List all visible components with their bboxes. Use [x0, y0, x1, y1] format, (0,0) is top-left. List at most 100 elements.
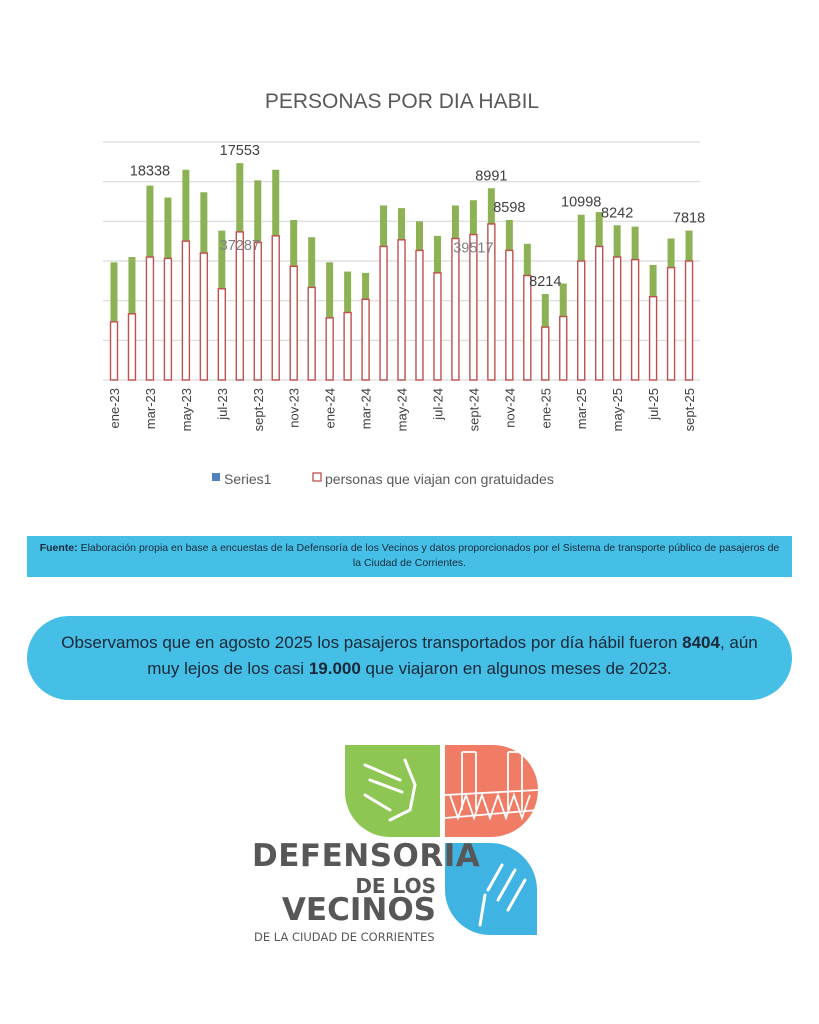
- bar-gratuidades-nov-23: [289, 265, 298, 381]
- bar-gratuidades-jul-24: [433, 272, 442, 381]
- bar-series1-nov-24: [505, 220, 513, 251]
- blue-hand-leaf-icon: [445, 843, 537, 935]
- data-label: 8991: [475, 168, 507, 184]
- callout-value-2023: 19.000: [308, 659, 361, 678]
- bar-gratuidades-sept-25: [684, 260, 694, 381]
- bar-series1-oct-24: [487, 188, 495, 224]
- bar-gratuidades-dic-24: [523, 274, 532, 381]
- bar-series1-ago-24: [451, 205, 459, 239]
- bar-gratuidades-abr-24: [379, 245, 388, 381]
- highlight-callout: Observamos que en agosto 2025 los pasaje…: [27, 616, 792, 700]
- bar-chart: PERSONAS POR DIA HABIL ene-23 mar-23 may-2…: [103, 90, 705, 487]
- legend-swatch-series1: [212, 473, 220, 481]
- bar-gratuidades-feb-24: [343, 311, 352, 381]
- bar-gratuidades-feb-23: [127, 313, 137, 381]
- bar-gratuidades-jul-25: [648, 296, 658, 381]
- bar-gratuidades-ene-24: [325, 317, 334, 381]
- bar-series1-mar-25: [577, 214, 585, 261]
- x-tick-label: jul-25: [646, 388, 661, 421]
- callout-value-aug-2025: 8404: [682, 633, 720, 652]
- x-tick-label: ene-25: [538, 388, 553, 428]
- data-label: 39517: [453, 241, 493, 257]
- bar-gratuidades-ene-25: [541, 326, 550, 381]
- x-tick-label: may-25: [610, 388, 625, 431]
- bridge-leaf-icon: [445, 745, 538, 837]
- bar-series1-feb-25: [559, 283, 567, 317]
- bar-series1-feb-24: [344, 271, 352, 313]
- bar-gratuidades-ene-23: [109, 321, 119, 381]
- bar-series1-may-25: [613, 225, 621, 258]
- bar-series1-may-24: [398, 208, 406, 240]
- bar-series1-sept-23: [254, 180, 262, 243]
- x-tick-label: mar-25: [574, 388, 589, 429]
- source-label: Fuente:: [39, 542, 78, 554]
- bar-series1-nov-23: [290, 220, 298, 267]
- bar-gratuidades-sept-23: [253, 241, 262, 381]
- legend-label-gratuidades: personas que viajan con gratuidades: [325, 471, 554, 487]
- callout-text: Observamos que en agosto 2025 los pasaje…: [61, 633, 683, 652]
- data-label: 8598: [493, 200, 525, 216]
- bar-gratuidades-mar-25: [577, 260, 586, 381]
- bar-gratuidades-mar-24: [361, 298, 370, 381]
- logo-tagline: DE LA CIUDAD DE CORRIENTES: [254, 930, 435, 944]
- bar-series1-abr-23: [164, 197, 172, 259]
- bar-gratuidades-jun-24: [415, 249, 424, 381]
- bar-series1-jul-24: [433, 235, 441, 273]
- defensoria-logo: DEFENSORIA DE LOS VECINOS DE LA CIUDAD D…: [240, 740, 560, 950]
- x-tick-label: may-24: [395, 388, 410, 431]
- bar-gratuidades-ago-25: [666, 266, 676, 381]
- bar-series1-may-23: [182, 169, 190, 242]
- logo-emblem: [345, 745, 539, 935]
- legend-swatch-gratuidades: [312, 472, 322, 482]
- bar-series1-ene-24: [326, 262, 334, 318]
- bar-gratuidades-ago-24: [451, 237, 460, 381]
- bar-gratuidades-jun-23: [199, 252, 209, 381]
- legend: Series1 personas que viajan con gratuida…: [212, 471, 554, 487]
- callout-text: , aún muy lejos de los casi: [147, 633, 758, 678]
- data-label: 10998: [561, 195, 601, 211]
- bar-gratuidades-oct-23: [271, 235, 280, 381]
- callout-text: que viajaron en algunos meses de 2023.: [360, 659, 672, 678]
- legend-label-series1: Series1: [224, 471, 272, 487]
- bar-series1-ago-25: [667, 238, 675, 268]
- bar-series1-abr-25: [595, 212, 603, 247]
- bar-series1-sept-24: [469, 200, 477, 235]
- x-tick-label: nov-24: [502, 388, 517, 428]
- data-label: 18338: [130, 164, 170, 180]
- data-label: 37287: [220, 238, 260, 254]
- bar-series1-mar-23: [146, 185, 154, 258]
- source-note: Fuente: Elaboración propia en base a enc…: [27, 536, 792, 577]
- source-text: Elaboración propia en base a encuestas d…: [77, 542, 780, 569]
- bar-gratuidades-may-24: [397, 239, 406, 381]
- x-tick-label: mar-24: [359, 388, 374, 429]
- bar-series1-ago-23: [236, 163, 244, 232]
- bar-series1-jun-24: [415, 221, 423, 251]
- x-tick-label: jul-24: [430, 388, 445, 421]
- bar-series1-dic-24: [523, 243, 531, 276]
- data-label: 7818: [673, 211, 705, 227]
- bar-gratuidades-nov-24: [505, 249, 514, 381]
- data-label: 8242: [601, 205, 633, 221]
- logo-subtitle-2: VECINOS: [281, 892, 436, 928]
- chart-title: PERSONAS POR DIA HABIL: [265, 90, 539, 113]
- bar-gratuidades-abr-23: [163, 257, 173, 381]
- bar-series1-abr-24: [380, 205, 388, 247]
- bar-gratuidades-feb-25: [559, 315, 568, 381]
- data-label: 17553: [220, 143, 260, 159]
- bar-series1-dic-23: [308, 237, 316, 288]
- x-tick-label: nov-23: [287, 388, 302, 428]
- bar-gratuidades-jun-25: [630, 258, 640, 381]
- bar-series1-sept-25: [685, 230, 693, 261]
- bar-series1-jun-23: [200, 192, 208, 254]
- x-tick-label: ene-24: [323, 388, 338, 428]
- green-hand-leaf-icon: [345, 745, 440, 837]
- x-tick-label: mar-23: [143, 388, 158, 429]
- x-tick-label: sept-24: [466, 388, 481, 431]
- bar-gratuidades-may-23: [181, 240, 191, 381]
- bar-gratuidades-sept-24: [469, 233, 478, 381]
- logo-title: DEFENSORIA: [252, 838, 481, 874]
- bar-series1-mar-24: [362, 272, 370, 300]
- x-tick-label: sept-25: [682, 388, 697, 431]
- bar-gratuidades-may-25: [612, 256, 622, 381]
- x-tick-label: ene-23: [107, 388, 122, 428]
